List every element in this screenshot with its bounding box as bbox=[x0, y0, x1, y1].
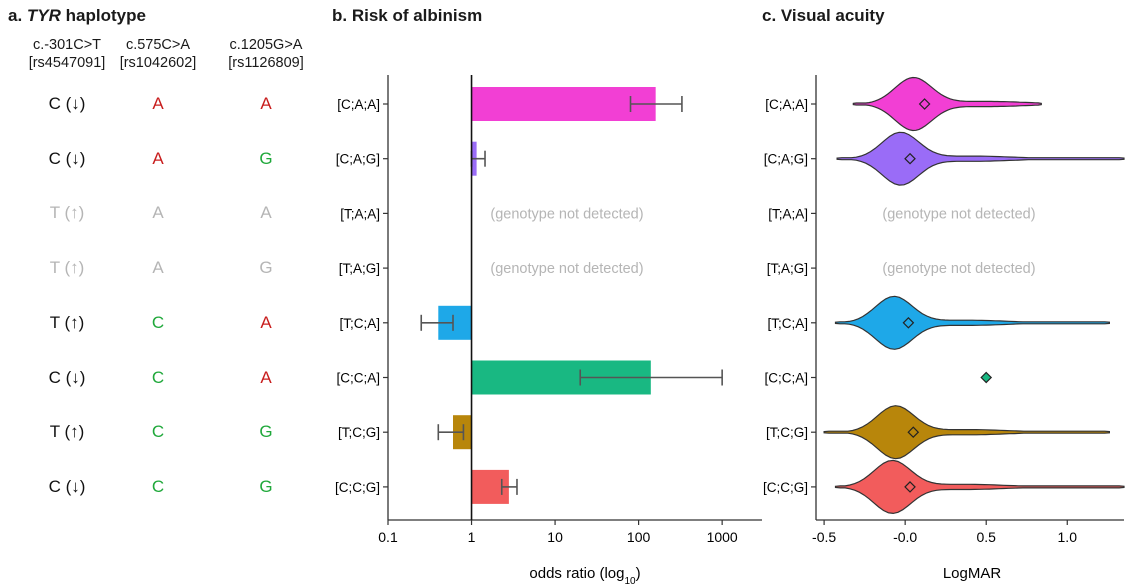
haplotype-cell: A bbox=[152, 94, 164, 113]
haplotype-cell: A bbox=[260, 367, 272, 387]
not-detected-label: (genotype not detected) bbox=[490, 261, 643, 277]
haplotype-cell: T (↑) bbox=[49, 422, 85, 442]
haplotype-cell: C (↓) bbox=[48, 476, 86, 496]
haplotype-cell: C bbox=[151, 312, 165, 332]
y-tick-label: [C;C;G] bbox=[335, 480, 380, 495]
haplotype-cell: A bbox=[152, 148, 164, 168]
panel-a-title: a. TYR haplotype bbox=[8, 6, 146, 25]
haplotype-cell: G bbox=[259, 476, 273, 496]
haplotype-cell: A bbox=[260, 312, 272, 332]
mean-marker bbox=[980, 371, 993, 384]
x-tick-label-c: -0.5 bbox=[812, 529, 836, 545]
y-tick-label: [T;C;G] bbox=[338, 425, 380, 440]
haplotype-cell: A bbox=[260, 94, 272, 113]
x-tick-label-c: 0.5 bbox=[976, 529, 996, 545]
y-tick-label-c: [C;A;A] bbox=[765, 97, 808, 112]
haplotype-cell: C (↓) bbox=[48, 367, 86, 387]
haplotype-cell: G bbox=[259, 258, 273, 278]
column-header: c.-301C>T [rs4547091] bbox=[28, 37, 106, 71]
x-tick-label: 1 bbox=[468, 529, 476, 545]
x-tick-label: 1000 bbox=[707, 529, 738, 545]
violin bbox=[834, 459, 1125, 515]
haplotype-cell: T (↑) bbox=[49, 258, 85, 278]
mean-marker bbox=[907, 426, 920, 439]
mean-marker bbox=[904, 152, 916, 165]
bar bbox=[471, 87, 656, 121]
x-tick-label: 0.1 bbox=[378, 529, 398, 545]
x-axis-label: odds ratio (log10) bbox=[529, 565, 640, 585]
y-tick-label-c: [C;C;A] bbox=[764, 371, 808, 386]
y-tick-label-c: [C;A;G] bbox=[764, 152, 808, 167]
haplotype-cell: A bbox=[260, 203, 272, 223]
haplotype-cell: A bbox=[152, 203, 164, 223]
x-axis-label-c: LogMAR bbox=[943, 565, 1002, 582]
column-header: c.1205G>A [rs1126809] bbox=[228, 37, 304, 71]
y-tick-label: [T;C;A] bbox=[339, 316, 380, 331]
y-tick-label-c: [T;A;G] bbox=[767, 261, 808, 276]
x-tick-label: 10 bbox=[547, 529, 563, 545]
haplotype-cell: C bbox=[151, 367, 165, 387]
violin bbox=[836, 131, 1125, 186]
y-tick-label-c: [C;C;G] bbox=[763, 480, 808, 495]
not-detected-label-c: (genotype not detected) bbox=[882, 261, 1035, 277]
y-tick-label: [T;A;G] bbox=[339, 261, 380, 276]
y-tick-label: [C;C;A] bbox=[336, 371, 380, 386]
violin bbox=[834, 295, 1110, 350]
x-tick-label-c: 1.0 bbox=[1058, 529, 1078, 545]
haplotype-cell: C bbox=[151, 422, 165, 442]
mean-marker bbox=[902, 316, 915, 329]
y-tick-label: [C;A;G] bbox=[336, 152, 380, 167]
mean-marker bbox=[904, 481, 916, 493]
violin bbox=[823, 405, 1110, 460]
panel-c-title: c. Visual acuity bbox=[762, 6, 885, 25]
haplotype-cell: G bbox=[259, 422, 273, 442]
not-detected-label-c: (genotype not detected) bbox=[882, 206, 1035, 222]
y-tick-label: [C;A;A] bbox=[337, 97, 380, 112]
column-header: c.575C>A [rs1042602] bbox=[119, 37, 197, 71]
haplotype-cell: C bbox=[151, 476, 165, 496]
violin bbox=[852, 76, 1042, 132]
haplotype-cell: C (↓) bbox=[48, 148, 86, 168]
haplotype-cell: T (↑) bbox=[49, 312, 85, 332]
y-tick-label-c: [T;C;A] bbox=[767, 316, 808, 331]
haplotype-cell: C (↓) bbox=[48, 94, 86, 113]
haplotype-cell: G bbox=[259, 148, 273, 168]
y-tick-label: [T;A;A] bbox=[340, 206, 380, 221]
not-detected-label: (genotype not detected) bbox=[490, 206, 643, 222]
mean-marker bbox=[918, 98, 931, 110]
panel-b-title: b. Risk of albinism bbox=[332, 6, 483, 25]
haplotype-cell: T (↑) bbox=[49, 203, 85, 223]
y-tick-label-c: [T;C;G] bbox=[766, 425, 808, 440]
haplotype-cell: A bbox=[152, 258, 164, 278]
x-tick-label: 100 bbox=[627, 529, 651, 545]
y-tick-label-c: [T;A;A] bbox=[768, 206, 808, 221]
x-tick-label-c: -0.0 bbox=[893, 529, 917, 545]
